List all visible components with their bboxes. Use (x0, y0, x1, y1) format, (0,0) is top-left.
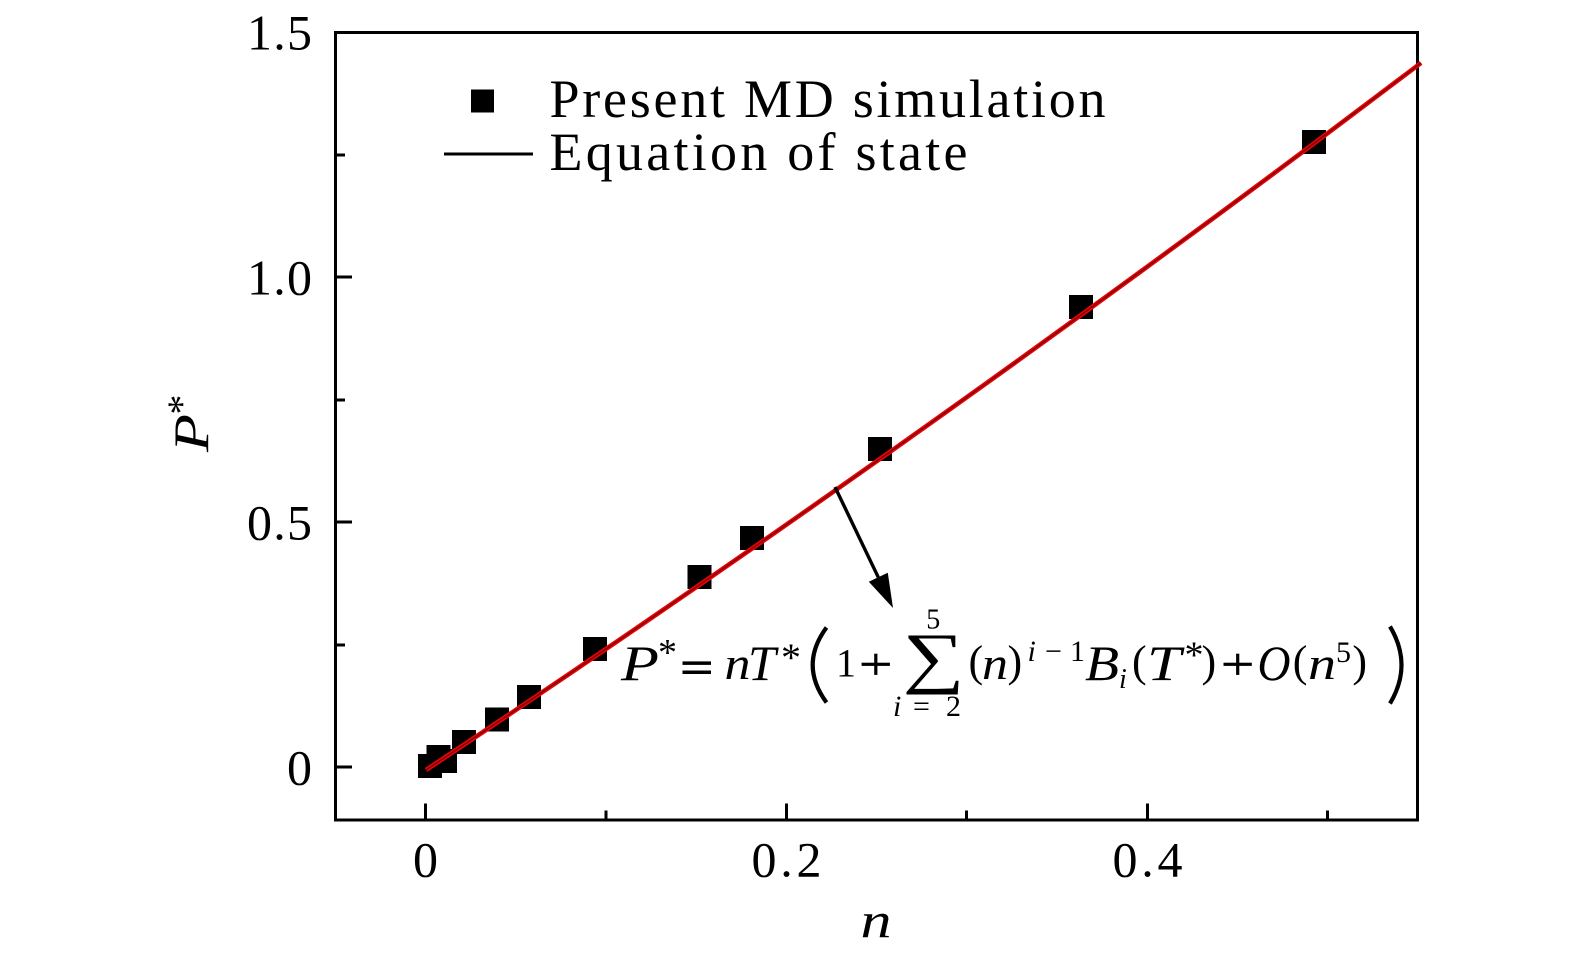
svg-text:n: n (861, 892, 892, 948)
svg-text:*: * (159, 395, 204, 415)
svg-text:T: T (748, 635, 779, 691)
svg-text:*: * (781, 635, 801, 680)
svg-text:0: 0 (287, 740, 312, 796)
svg-text:Equation of state: Equation of state (550, 122, 968, 182)
svg-text:T: T (1147, 635, 1185, 691)
svg-text:i: i (1119, 664, 1127, 695)
svg-text:O: O (1258, 635, 1291, 691)
svg-text:P: P (620, 635, 659, 691)
svg-text:Present MD simulation: Present MD simulation (550, 69, 1106, 129)
svg-text:n: n (982, 638, 1008, 689)
svg-text:B: B (1085, 635, 1119, 691)
svg-text:P: P (163, 414, 219, 453)
svg-text:i: i (893, 690, 901, 723)
svg-text:5: 5 (926, 604, 940, 635)
svg-text:=: = (913, 690, 930, 723)
svg-text:): ) (1352, 637, 1367, 686)
svg-text:2: 2 (946, 690, 961, 723)
svg-text:1: 1 (836, 641, 856, 686)
svg-text:(: ( (1293, 637, 1308, 686)
svg-text:): ) (1008, 637, 1023, 686)
svg-text:1.5: 1.5 (247, 5, 312, 61)
svg-text:): ) (1202, 637, 1217, 686)
svg-text:0.2: 0.2 (752, 832, 822, 888)
svg-text:0.4: 0.4 (1113, 832, 1183, 888)
svg-text:*: * (1185, 635, 1204, 677)
svg-text:(: ( (969, 637, 984, 686)
svg-text:−: − (1045, 635, 1062, 668)
svg-text:(: ( (1132, 637, 1147, 686)
svg-text:1.0: 1.0 (247, 250, 312, 306)
svg-text:5: 5 (1336, 636, 1351, 669)
svg-text:0.5: 0.5 (247, 495, 312, 551)
svg-text:n: n (725, 638, 751, 689)
svg-text:0: 0 (413, 832, 438, 888)
svg-text:i: i (1028, 635, 1036, 668)
svg-text:∑: ∑ (903, 619, 965, 695)
svg-text:*: * (658, 632, 677, 674)
svg-text:n: n (1308, 638, 1336, 689)
svg-text:1: 1 (1070, 635, 1085, 668)
